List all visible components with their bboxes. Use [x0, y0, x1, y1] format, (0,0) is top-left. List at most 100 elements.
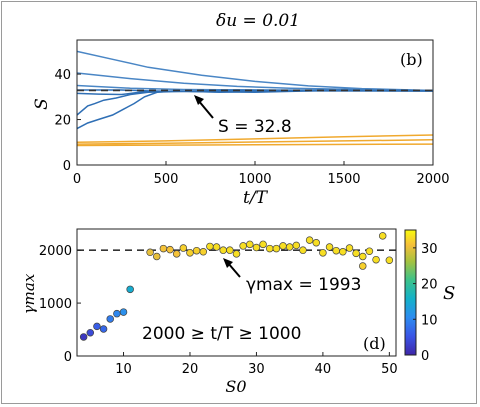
colorbar	[404, 229, 417, 356]
axes-box-d	[76, 228, 397, 357]
xtick-label-b: 0	[73, 172, 81, 187]
scatter-point-16	[199, 248, 208, 256]
scatter-point-26	[265, 244, 274, 253]
annotation-arrowhead-d	[223, 258, 233, 268]
scatter-point-1	[86, 328, 95, 337]
colorbar-tick-label: 20	[421, 278, 438, 293]
note-d: 2000 ≥ t/T ≥ 1000	[142, 324, 301, 344]
scatter-point-21	[232, 250, 241, 258]
scatter-point-19	[219, 246, 227, 254]
scatter-point-31	[299, 246, 307, 254]
scatter-point-42	[372, 255, 380, 264]
scatter-point-28	[279, 242, 287, 250]
scatter-point-10	[159, 244, 168, 253]
scatter-point-5	[113, 309, 121, 318]
annotation-d: γmax = 1993	[246, 275, 361, 295]
series-line-b-5	[76, 89, 434, 116]
scatter-point-38	[345, 244, 354, 252]
scatter-point-2	[93, 322, 101, 331]
scatter-point-17	[206, 242, 214, 251]
series-line-b-8	[76, 139, 434, 145]
ytick-label-b: 40	[54, 68, 71, 83]
series-line-b-6	[76, 89, 434, 130]
annotation-arrow-d	[227, 262, 241, 278]
ytick-label-b: 0	[63, 159, 71, 174]
scatter-point-8	[146, 248, 154, 257]
scatter-point-0	[79, 333, 88, 341]
ylabel-d: γmax	[20, 273, 38, 314]
scatter-point-41	[365, 247, 374, 255]
scatter-point-37	[339, 248, 347, 256]
scatter-point-22	[239, 242, 247, 250]
scatter-point-30	[292, 241, 301, 250]
scatter-point-3	[99, 325, 108, 333]
colorbar-label: S	[443, 283, 455, 304]
figure-title: δu = 0.01	[216, 11, 300, 31]
ticks-b: 0 500 1000 1500 2000 0 20 40	[54, 68, 449, 187]
axes-box-b	[76, 39, 434, 166]
scatter-point-11	[166, 245, 174, 254]
scatter-point-6	[119, 308, 128, 316]
scatter-point-12	[172, 250, 181, 258]
xtick-label-d: 20	[182, 362, 199, 377]
scatter-point-45	[359, 262, 367, 270]
panel-label-b: (b)	[400, 50, 423, 69]
scatter-point-29	[285, 243, 294, 251]
scatter-point-40	[359, 252, 367, 261]
scatter-points-d	[79, 232, 394, 341]
scatter-point-20	[226, 246, 234, 254]
xtick-label-d: 30	[248, 362, 265, 377]
xtick-label-b: 1500	[327, 172, 360, 187]
scatter-point-32	[305, 236, 314, 244]
scatter-point-24	[252, 243, 261, 252]
scatter-point-23	[246, 240, 254, 249]
colorbar-ticks: 0 10 20 30	[413, 242, 438, 364]
ytick-label-b: 20	[54, 114, 71, 129]
series-line-b-9	[76, 143, 434, 147]
scatter-point-7	[126, 285, 134, 294]
scatter-point-13	[179, 244, 188, 252]
scatter-point-36	[332, 246, 340, 255]
series-line-b-1	[76, 72, 434, 92]
xtick-label-b: 500	[154, 172, 179, 187]
xtick-label-b: 1000	[238, 172, 271, 187]
colorbar-tick-label: 10	[421, 313, 438, 328]
scatter-point-39	[352, 249, 360, 258]
scatter-point-14	[186, 249, 194, 257]
ticks-d: 10 20 30 40 50 0 1000 2000	[39, 244, 398, 377]
series-group-b	[76, 50, 434, 147]
colorbar-tick-label: 0	[421, 349, 429, 364]
scatter-point-34	[319, 249, 327, 257]
scatter-point-27	[272, 244, 281, 253]
scatter-point-9	[153, 252, 161, 261]
scatter-point-43	[378, 232, 387, 240]
series-line-b-7	[76, 134, 434, 144]
panel-b: 0 500 1000 1500 2000 0 20 40 (b) S t/T S = 32.8	[32, 39, 450, 208]
annotation-b: S = 32.8	[218, 117, 292, 137]
xlabel-b: t/T	[243, 188, 269, 208]
ytick-label-d: 2000	[39, 244, 72, 259]
series-line-b-0	[76, 50, 434, 92]
scatter-point-35	[325, 243, 334, 251]
xtick-label-d: 40	[315, 362, 332, 377]
scatter-point-33	[312, 239, 321, 247]
scatter-point-44	[385, 256, 394, 264]
xtick-label-d: 50	[381, 362, 398, 377]
panel-d: 10 20 30 40 50 0 1000 2000 (d) 2000 ≥ t/T ≥ 100…	[20, 228, 455, 396]
scatter-point-4	[106, 315, 114, 323]
scatter-point-15	[192, 246, 201, 255]
xtick-label-b: 2000	[416, 172, 449, 187]
scatter-point-25	[259, 240, 267, 249]
annotation-arrow-b	[197, 99, 214, 119]
annotation-arrowhead-b	[194, 95, 204, 105]
xtick-label-d: 10	[115, 362, 132, 377]
ylabel-b: S	[32, 98, 52, 110]
panel-label-d: (d)	[363, 334, 386, 353]
xlabel-d: S0	[225, 377, 246, 396]
scatter-point-18	[212, 243, 221, 251]
colorbar-tick-label: 30	[421, 242, 438, 257]
ytick-label-d: 1000	[39, 297, 72, 312]
ytick-label-d: 0	[64, 350, 72, 365]
